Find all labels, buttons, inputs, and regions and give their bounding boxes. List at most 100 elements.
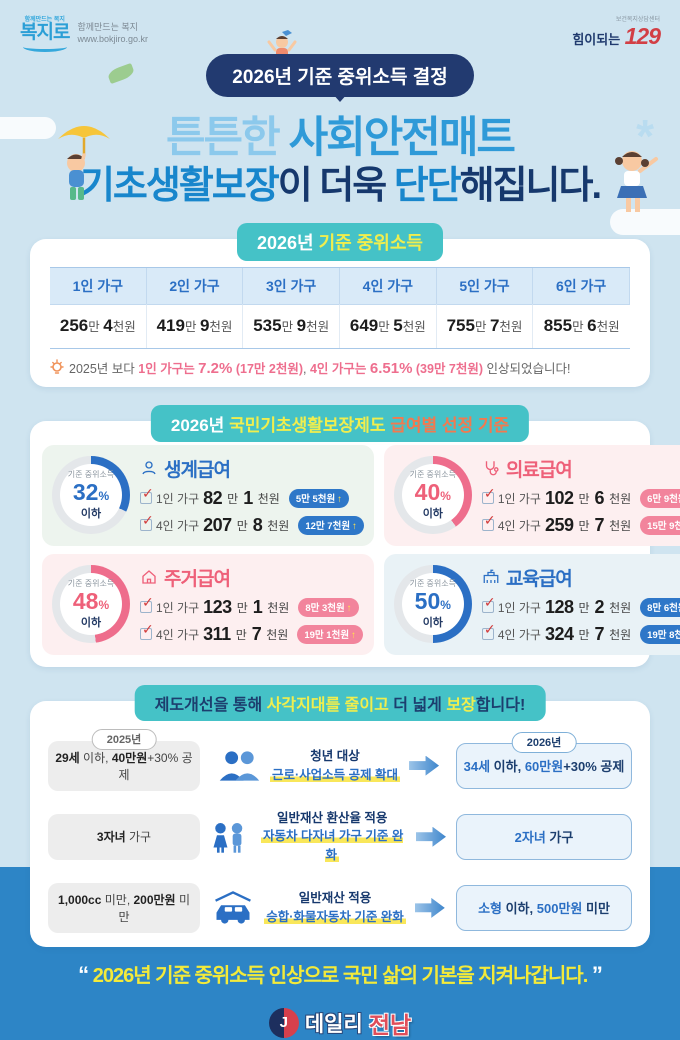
bokjiro-name: 복지로 bbox=[20, 22, 70, 43]
benefit-header-a: 국민기초생활보장제도 bbox=[229, 415, 386, 435]
call-center-129-logo[interactable]: 보건복지상담센터 힘이되는 129 bbox=[572, 14, 661, 50]
arrow-right-icon bbox=[409, 755, 440, 776]
car-icon bbox=[215, 890, 252, 924]
increase-badge: 5만 5천원 ↑ bbox=[288, 488, 350, 508]
benefit-header-year: 2026년 bbox=[170, 415, 225, 435]
income-value: 755만 7천원 bbox=[436, 303, 534, 348]
improvement-row-vehicle: 1,000cc 미만, 200만원 미만 일반재산 적용 승합·화물자동차 기준… bbox=[48, 882, 632, 933]
check-icon: ✓ bbox=[481, 485, 496, 505]
before-box: 2025년 29세 이하, 40만원+30% 공제 bbox=[48, 728, 200, 791]
increase-badge: 6만 9천원↑ bbox=[640, 488, 680, 508]
title-line1-light: 튼튼한 bbox=[165, 114, 281, 162]
income-card-header: 2026년 기준 중위소득 bbox=[237, 222, 443, 261]
benefit-card-livelihood: 기준 중위소득 32% 이하 생계급여 ✓ 1인 가구 82 만 1 천원 5만 5천원 ↑ … bbox=[42, 444, 374, 546]
income-value: 256만 4천원 bbox=[50, 303, 147, 348]
arrow-up-icon: ↑ bbox=[337, 494, 343, 506]
change-topic: 일반재산 적용 bbox=[298, 891, 372, 906]
check-icon: ✓ bbox=[140, 485, 154, 505]
income-value: 649만 5천원 bbox=[339, 303, 437, 348]
improvement-row-youth: 2025년 29세 이하, 40만원+30% 공제 청년 대상 근로·사업소득 … bbox=[48, 728, 632, 791]
main-title: * 튼튼한 사회안전매트 기초생활보장이 더욱 단단해집니다. bbox=[0, 62, 680, 235]
check-icon: ✓ bbox=[481, 512, 496, 532]
title-line2-normal1: 이 더욱 bbox=[277, 164, 394, 207]
before-box: 1,000cc 미만, 200만원 미만 bbox=[48, 882, 200, 933]
cloud-decoration bbox=[0, 117, 56, 139]
badge-area: 2026년 기준 중위소득 결정 bbox=[0, 30, 680, 97]
footer-quote: “ 2026년 기준 중위소득 인상으로 국민 삶의 기본을 지켜나갑니다. ” bbox=[78, 961, 603, 987]
system-improvements-card: 제도개선을 통해 사각지대를 줄이고 더 넓게 보장합니다! 2025년 29세… bbox=[30, 684, 650, 947]
children-icon bbox=[213, 822, 243, 853]
check-icon: ✓ bbox=[140, 621, 154, 641]
gauge-education: 기준 중위소득 50% 이하 bbox=[393, 565, 472, 644]
title-line2-strong2: 단단 bbox=[393, 164, 462, 207]
gauge-livelihood: 기준 중위소득 32% 이하 bbox=[52, 456, 130, 535]
lightbulb-icon bbox=[50, 359, 64, 374]
increase-badge: 19만 8천원↑ bbox=[640, 624, 680, 644]
income-col-header: 5인 가구 bbox=[436, 267, 534, 304]
title-line1: 튼튼한 사회안전매트 bbox=[0, 113, 680, 164]
quote-open-icon: “ bbox=[78, 961, 89, 987]
call-center-text: 힘이되는 bbox=[572, 32, 621, 47]
increase-badge: 8만 3천원 ↑ bbox=[298, 597, 359, 617]
year-2025-tab: 2025년 bbox=[91, 728, 157, 750]
press-emblem-icon: J bbox=[268, 1007, 299, 1038]
check-icon: ✓ bbox=[481, 594, 496, 614]
bokjiro-wordmark: 함께만드는 복지 복지로 bbox=[20, 14, 70, 52]
benefit-card-housing: 기준 중위소득 48% 이하 주거급여 ✓ 1인 가구 123 만 1 천원 8만 3천원 ↑… bbox=[42, 553, 374, 655]
after-box: 2026년 34세 이하, 60만원+30% 공제 bbox=[456, 731, 632, 789]
increase-badge: 8만 6천원↑ bbox=[640, 597, 680, 617]
bokjiro-url[interactable]: www.bokjiro.go.kr bbox=[77, 34, 148, 44]
change-topic: 일반재산 환산율 적용 bbox=[276, 810, 388, 825]
income-col-header: 3인 가구 bbox=[243, 267, 340, 304]
title-line1-strong: 사회안전매트 bbox=[288, 114, 516, 162]
income-value: 855만 6천원 bbox=[533, 303, 630, 348]
sparkle-decoration: * bbox=[636, 110, 654, 162]
increase-badge: 19만 1천원 ↑ bbox=[297, 624, 363, 644]
stethoscope-icon bbox=[485, 461, 499, 476]
income-header-year: 2026년 bbox=[257, 232, 314, 253]
bokjiro-logo[interactable]: 함께만드는 복지 복지로 함께만드는 복지 www.bokjiro.go.kr bbox=[20, 14, 148, 52]
benefit-card-header: 2026년 국민기초생활보장제도 급여별 선정 기준 bbox=[150, 404, 530, 442]
income-table: 1인 가구 2인 가구 3인 가구 4인 가구 5인 가구 6인 가구 256만… bbox=[50, 266, 630, 349]
title-line2: 기초생활보장이 더욱 단단해집니다. bbox=[0, 164, 680, 209]
change-topic: 청년 대상 bbox=[310, 748, 360, 763]
after-box: 2자녀 가구 bbox=[456, 813, 632, 860]
call-center-label: 보건복지상담센터 bbox=[615, 17, 660, 23]
top-bar: 함께만드는 복지 복지로 함께만드는 복지 www.bokjiro.go.kr … bbox=[0, 0, 680, 52]
change-highlight: 근로·사업소득 공제 확대 bbox=[269, 767, 401, 782]
income-col-header: 2인 가구 bbox=[146, 267, 244, 304]
bokjiro-smile-icon bbox=[22, 42, 67, 52]
benefit-name: 교육급여 bbox=[505, 568, 573, 590]
benefit-name: 생계급여 bbox=[164, 459, 231, 481]
bokjiro-slogan-small: 함께만드는 복지 bbox=[24, 17, 65, 23]
increase-badge: 15만 9천원↑ bbox=[640, 515, 680, 535]
change-highlight: 승합·화물자동차 기준 완화 bbox=[264, 909, 406, 924]
daily-jeonnam-logo[interactable]: J 데일리 전남 bbox=[0, 1006, 680, 1040]
title-line2-normal2: 해집니다. bbox=[459, 164, 602, 207]
cloud-decoration bbox=[610, 209, 680, 235]
improvements-banner: 제도개선을 통해 사각지대를 줄이고 더 넓게 보장합니다! bbox=[134, 684, 546, 721]
arrow-up-icon: ↑ bbox=[352, 521, 357, 533]
page-title-badge: 2026년 기준 중위소득 결정 bbox=[206, 54, 474, 97]
note-prefix: 2025년 보다 bbox=[69, 361, 139, 376]
waving-girl-illustration bbox=[615, 151, 658, 212]
arrow-right-icon bbox=[416, 826, 446, 847]
income-col-header: 6인 가구 bbox=[533, 267, 630, 304]
income-value: 535만 9천원 bbox=[243, 303, 340, 348]
benefit-criteria-card: 2026년 국민기초생활보장제도 급여별 선정 기준 기준 중위소득 32% 이… bbox=[30, 404, 680, 667]
house-icon bbox=[142, 570, 156, 584]
benefit-header-b: 급여별 선정 기준 bbox=[385, 415, 510, 435]
school-icon bbox=[483, 569, 499, 584]
people-icon bbox=[219, 750, 260, 781]
check-icon: ✓ bbox=[140, 512, 154, 532]
income-col-header: 4인 가구 bbox=[339, 267, 437, 304]
gauge-housing: 기준 중위소득 48% 이하 bbox=[52, 565, 130, 644]
benefit-name: 의료급여 bbox=[505, 459, 573, 481]
check-icon: ✓ bbox=[481, 621, 496, 641]
increase-badge: 12만 7천원 ↑ bbox=[298, 515, 364, 535]
arrow-up-icon: ↑ bbox=[346, 603, 352, 615]
income-header-rest: 기준 중위소득 bbox=[318, 232, 423, 253]
check-icon: ✓ bbox=[140, 594, 154, 614]
income-note: 2025년 보다 1인 가구는 7.2% (17만 2천원), 4인 가구는 6… bbox=[50, 358, 630, 377]
